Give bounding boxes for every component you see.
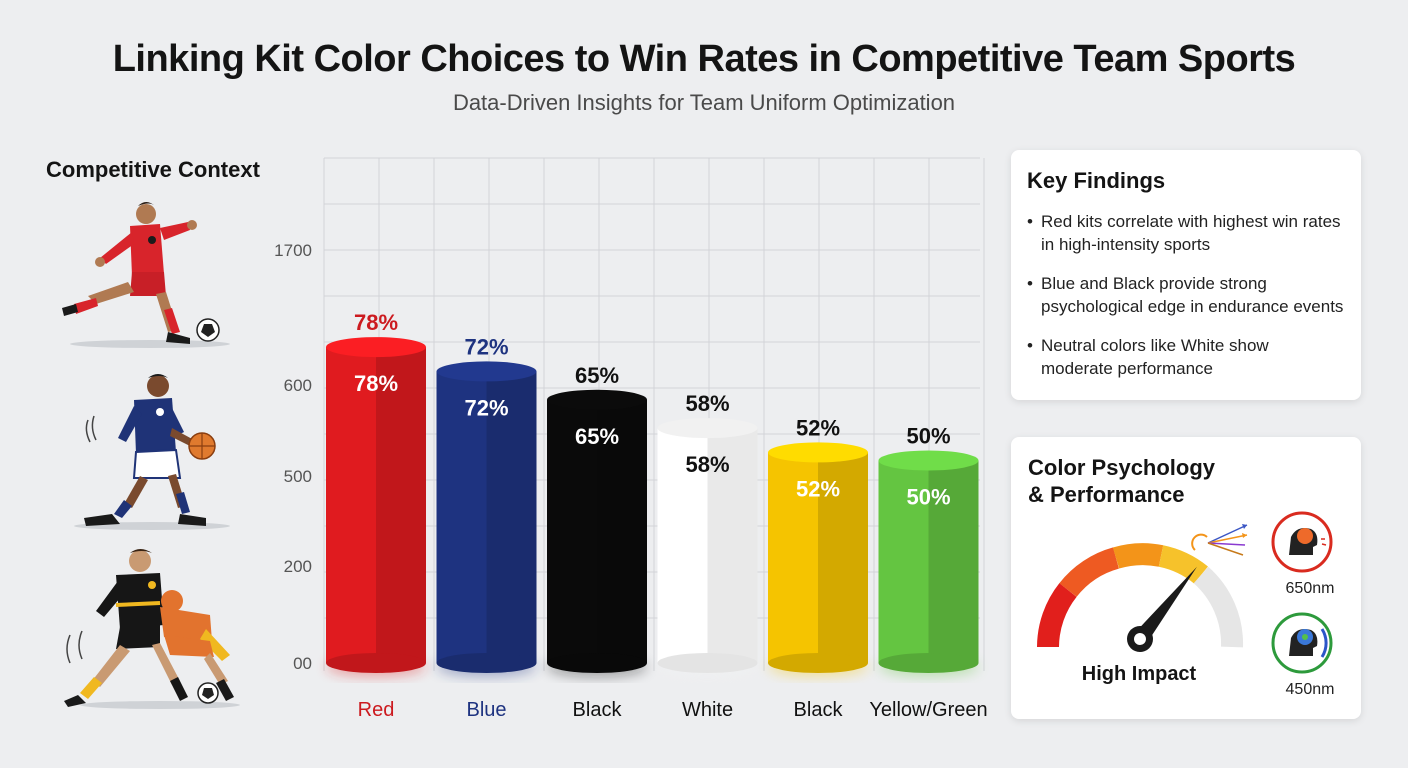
page-subtitle: Data-Driven Insights for Team Uniform Op… — [452, 90, 956, 115]
page-title: Linking Kit Color Choices to Win Rates i… — [112, 38, 1296, 80]
value-label-inner: 78% — [354, 371, 398, 396]
value-label-outer: 78% — [354, 310, 398, 335]
brain-blue-icon — [1271, 612, 1333, 674]
bar-top — [326, 337, 426, 358]
brain-red-icon — [1271, 511, 1333, 573]
bar-body-shade — [597, 399, 647, 663]
value-label-outer: 65% — [575, 363, 619, 388]
y-axis-ticks: 00 200 500 600 1700 — [274, 241, 312, 673]
soccer-player-icon — [62, 202, 230, 348]
bar-yellow-green: 50% 50% Yellow/Green — [869, 424, 987, 722]
y-tick-label: 500 — [284, 467, 312, 486]
key-findings-heading: Key Findings — [1027, 168, 1166, 193]
bar-body-shade — [707, 428, 758, 663]
finding-item: • Blue and Black provide strong psycholo… — [1027, 272, 1345, 318]
value-label-inner: 58% — [685, 452, 729, 477]
tackling-players-icon — [64, 549, 240, 709]
finding-text: Neutral colors like White show moderate … — [1041, 336, 1269, 378]
value-label-outer: 72% — [464, 334, 508, 359]
bar-body — [768, 452, 818, 663]
value-label-outer: 58% — [685, 391, 729, 416]
y-tick-label: 00 — [293, 654, 312, 673]
bar-body — [547, 399, 597, 663]
competitive-context-heading: Competitive Context — [46, 157, 260, 182]
category-label: Yellow/Green — [869, 699, 987, 721]
category-label: Red — [358, 699, 395, 721]
bar-body — [436, 371, 487, 663]
category-label: Black — [794, 699, 844, 721]
bar-top — [878, 450, 979, 471]
bar-blue: 72% 72% Blue — [436, 334, 537, 721]
bar-body-shade — [376, 347, 426, 663]
gauge-label: High Impact — [1081, 663, 1197, 685]
key-findings-card: Key Findings • Red kits correlate with h… — [1011, 150, 1361, 400]
wavelength-label-650: 650nm — [1285, 580, 1335, 597]
wavelength-label-450: 450nm — [1285, 681, 1335, 698]
bars: 78% 78% Red 72% 72% Blue 65% 65% Black 58% 58% Whit… — [326, 310, 988, 721]
color-psychology-heading: Color Psychology & Performance — [1028, 454, 1215, 508]
heading-line-1: Color Psychology — [1028, 455, 1216, 480]
bullet-icon: • — [1027, 336, 1033, 355]
category-label: Blue — [466, 699, 506, 721]
category-label: White — [682, 699, 733, 721]
heading-line-2: & Performance — [1028, 482, 1185, 507]
impact-gauge — [1037, 511, 1333, 674]
basketball-player-icon — [74, 374, 230, 530]
bar-white: 58% 58% White — [657, 391, 758, 721]
y-tick-label: 1700 — [274, 241, 312, 260]
bar-body — [326, 347, 376, 663]
wavelength-rays-icon — [1191, 524, 1248, 556]
value-label-outer: 52% — [796, 415, 840, 440]
bar-body-shade — [928, 460, 979, 663]
gauge-needle — [1127, 566, 1197, 652]
bar-top — [436, 361, 537, 382]
bar-black: 65% 65% Black — [547, 363, 647, 721]
bar-top — [768, 442, 868, 463]
bar-body — [878, 460, 929, 663]
bar-body-shade — [486, 371, 537, 663]
bullet-icon: • — [1027, 212, 1033, 231]
value-label-inner: 72% — [464, 395, 508, 420]
finding-item: • Neutral colors like White show moderat… — [1027, 334, 1345, 380]
value-label-outer: 50% — [906, 424, 950, 449]
bullet-icon: • — [1027, 274, 1033, 293]
finding-item: • Red kits correlate with highest win ra… — [1027, 210, 1345, 256]
finding-text: Blue and Black provide strong psychologi… — [1041, 274, 1344, 316]
value-label-inner: 65% — [575, 424, 619, 449]
bar-top — [547, 389, 647, 410]
bar-body-shade — [818, 452, 868, 663]
finding-text: Red kits correlate with highest win rate… — [1041, 212, 1341, 254]
bar-top — [657, 418, 758, 439]
value-label-inner: 52% — [796, 476, 840, 501]
bar-red: 78% 78% Red — [326, 310, 426, 721]
value-label-inner: 50% — [906, 485, 950, 510]
y-tick-label: 200 — [284, 557, 312, 576]
y-tick-label: 600 — [284, 376, 312, 395]
bar-black: 52% 52% Black — [768, 415, 868, 721]
bar-body — [657, 428, 708, 663]
color-psychology-card: Color Psychology & Performance — [1011, 437, 1361, 719]
category-label: Black — [573, 699, 623, 721]
